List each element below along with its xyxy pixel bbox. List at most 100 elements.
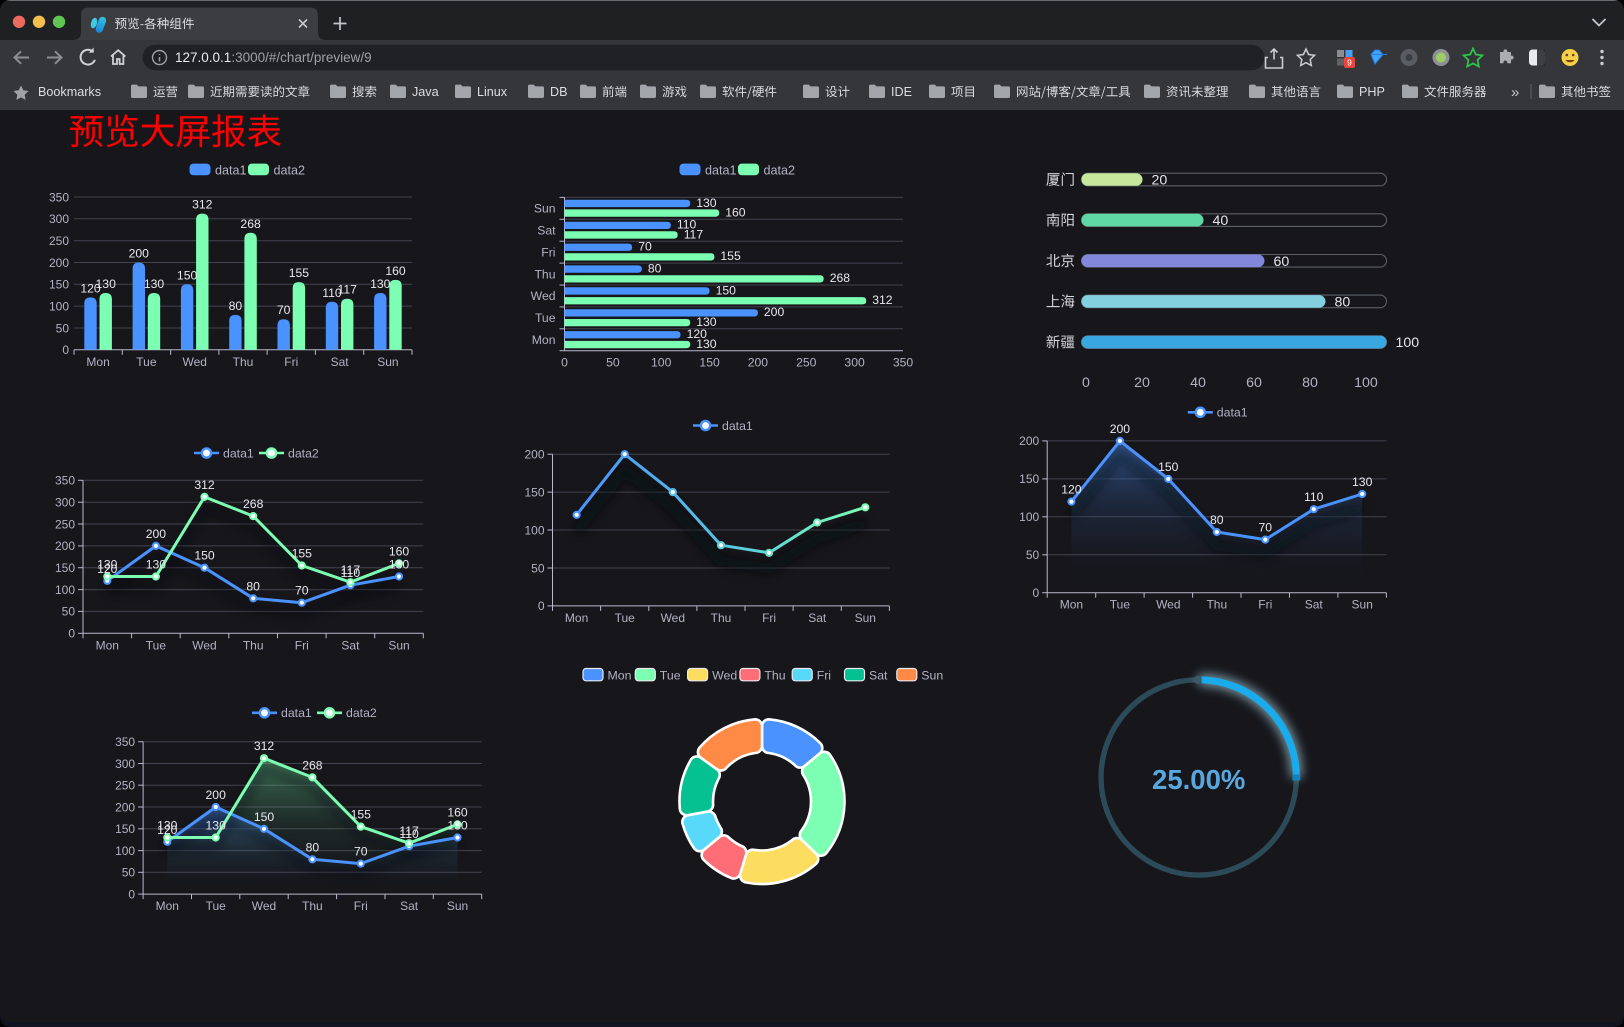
svg-text:Mon: Mon <box>96 638 119 652</box>
svg-text:130: 130 <box>206 819 227 833</box>
svg-text:Mon: Mon <box>1060 598 1083 612</box>
svg-text:130: 130 <box>370 277 391 291</box>
svg-text:PHP: PHP <box>1359 85 1385 99</box>
svg-text:120: 120 <box>687 327 708 341</box>
svg-text:100: 100 <box>524 523 544 537</box>
svg-text:200: 200 <box>115 800 135 814</box>
svg-text:Sat: Sat <box>808 611 827 625</box>
svg-text:117: 117 <box>337 283 357 297</box>
svg-text:Tue: Tue <box>146 638 167 652</box>
svg-text:80: 80 <box>648 261 662 275</box>
svg-text:150: 150 <box>716 283 737 297</box>
svg-text:150: 150 <box>254 810 275 824</box>
svg-text:Thu: Thu <box>1206 598 1227 612</box>
svg-text:117: 117 <box>399 824 419 838</box>
svg-text:120: 120 <box>157 823 178 837</box>
svg-text:DB: DB <box>550 85 568 99</box>
svg-text:250: 250 <box>49 234 69 248</box>
svg-text:350: 350 <box>115 735 135 749</box>
svg-text:Sun: Sun <box>1352 598 1373 612</box>
svg-text:Java: Java <box>412 85 439 99</box>
svg-text:Mon: Mon <box>86 355 109 369</box>
svg-text:Sat: Sat <box>537 224 556 238</box>
svg-text:Tue: Tue <box>660 669 681 683</box>
svg-text:Sun: Sun <box>447 899 468 913</box>
svg-text:0: 0 <box>1082 375 1090 391</box>
svg-text:Mon: Mon <box>156 899 179 913</box>
svg-text:Wed: Wed <box>192 638 216 652</box>
svg-text:80: 80 <box>306 840 320 854</box>
svg-text:50: 50 <box>531 561 545 575</box>
svg-text:20: 20 <box>1134 375 1150 391</box>
svg-text:Tue: Tue <box>535 311 556 325</box>
svg-text:150: 150 <box>699 356 720 370</box>
svg-text:300: 300 <box>49 212 69 226</box>
svg-text:data1: data1 <box>1217 406 1248 420</box>
svg-text:Tue: Tue <box>136 355 157 369</box>
svg-text:150: 150 <box>177 268 198 282</box>
svg-text:Fri: Fri <box>817 669 831 683</box>
svg-text:70: 70 <box>638 240 652 254</box>
svg-text:0: 0 <box>62 343 69 357</box>
svg-text:Bookmarks: Bookmarks <box>38 85 101 99</box>
svg-text:155: 155 <box>289 266 310 280</box>
svg-text:150: 150 <box>1158 460 1179 474</box>
svg-text:data2: data2 <box>288 446 319 460</box>
svg-text:Sun: Sun <box>855 611 876 625</box>
svg-text:Thu: Thu <box>711 611 732 625</box>
svg-text:40: 40 <box>1213 213 1229 229</box>
svg-text:150: 150 <box>115 822 135 836</box>
svg-text:100: 100 <box>1019 510 1039 524</box>
svg-text:Fri: Fri <box>1258 598 1272 612</box>
svg-text:Fri: Fri <box>541 245 555 259</box>
svg-text:70: 70 <box>354 845 368 859</box>
svg-text:100: 100 <box>1354 375 1378 391</box>
svg-text:0: 0 <box>538 599 545 613</box>
svg-text:268: 268 <box>302 758 323 772</box>
svg-text:80: 80 <box>1335 294 1351 310</box>
svg-text:200: 200 <box>1019 434 1039 448</box>
svg-text:Mon: Mon <box>532 333 556 347</box>
svg-text:80: 80 <box>229 299 243 313</box>
svg-text:200: 200 <box>748 356 769 370</box>
svg-text:130: 130 <box>447 819 468 833</box>
svg-text:Sat: Sat <box>331 355 350 369</box>
svg-text:80: 80 <box>1210 513 1224 527</box>
svg-text:150: 150 <box>524 485 544 499</box>
svg-text:data1: data1 <box>215 163 247 177</box>
svg-text:Thu: Thu <box>534 267 555 281</box>
svg-text:Sun: Sun <box>388 638 409 652</box>
svg-text:155: 155 <box>351 808 372 822</box>
svg-text:Wed: Wed <box>531 289 556 303</box>
svg-text:200: 200 <box>524 448 544 462</box>
svg-text:Fri: Fri <box>284 355 298 369</box>
svg-text:117: 117 <box>341 563 361 577</box>
svg-text:0: 0 <box>561 356 568 370</box>
svg-text:100: 100 <box>1396 335 1420 351</box>
svg-text:data1: data1 <box>722 419 753 433</box>
svg-text:130: 130 <box>96 277 117 291</box>
svg-text:200: 200 <box>55 539 75 553</box>
svg-text:250: 250 <box>55 517 75 531</box>
svg-text:Sat: Sat <box>400 899 419 913</box>
svg-text:Thu: Thu <box>233 355 254 369</box>
svg-text:50: 50 <box>56 321 70 335</box>
svg-text:160: 160 <box>447 805 468 819</box>
svg-text:Sun: Sun <box>377 355 398 369</box>
svg-text:Mon: Mon <box>565 611 588 625</box>
svg-text:50: 50 <box>122 866 136 880</box>
svg-text:Thu: Thu <box>302 899 323 913</box>
svg-text:100: 100 <box>651 356 672 370</box>
svg-text:Fri: Fri <box>354 899 368 913</box>
svg-text:70: 70 <box>295 584 309 598</box>
svg-text:Fri: Fri <box>762 611 776 625</box>
svg-text:Tue: Tue <box>1110 598 1131 612</box>
svg-text:data2: data2 <box>274 163 306 177</box>
svg-text:160: 160 <box>385 264 406 278</box>
svg-text:IDE: IDE <box>891 85 912 99</box>
svg-text:100: 100 <box>115 844 135 858</box>
svg-text:Thu: Thu <box>243 638 264 652</box>
svg-text:data2: data2 <box>764 163 796 177</box>
svg-text:0: 0 <box>128 887 135 901</box>
svg-text:130: 130 <box>1352 475 1373 489</box>
